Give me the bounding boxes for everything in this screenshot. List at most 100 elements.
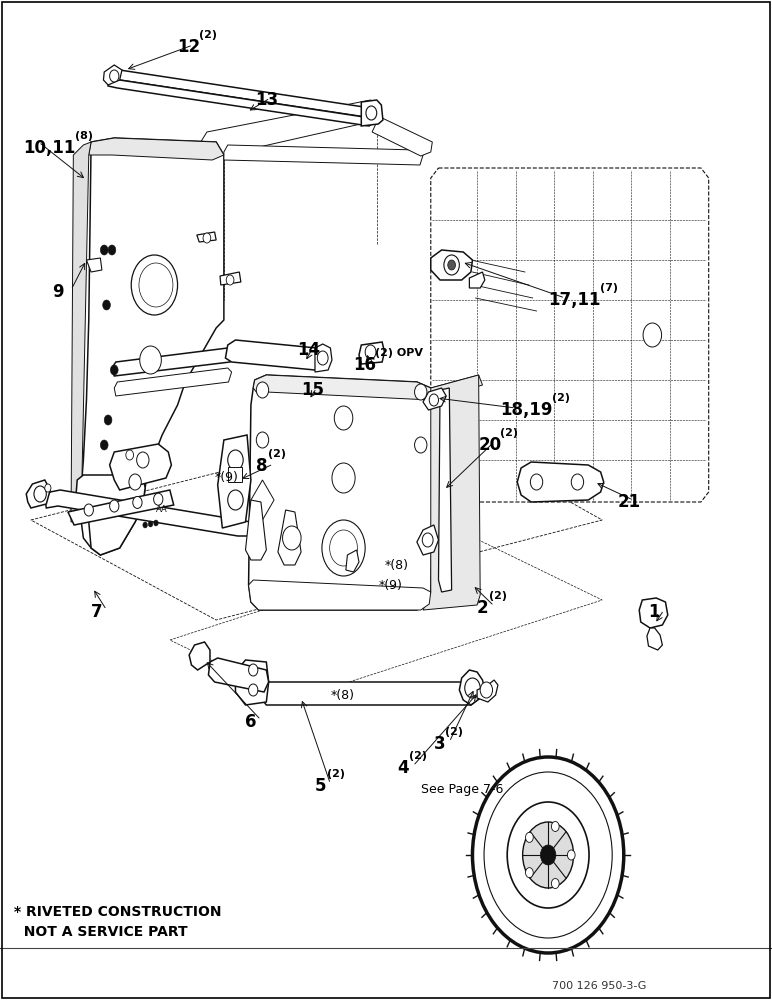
Polygon shape <box>249 375 434 610</box>
Circle shape <box>507 802 589 908</box>
Text: (2): (2) <box>552 393 570 403</box>
Circle shape <box>143 522 147 528</box>
Circle shape <box>131 255 178 315</box>
Circle shape <box>551 821 559 831</box>
Polygon shape <box>431 250 472 280</box>
Circle shape <box>129 474 141 490</box>
Circle shape <box>643 323 662 347</box>
Polygon shape <box>110 444 171 490</box>
Polygon shape <box>438 388 452 592</box>
Polygon shape <box>361 100 383 126</box>
Polygon shape <box>103 65 122 85</box>
Text: (7): (7) <box>600 283 618 293</box>
Text: 7: 7 <box>91 603 103 621</box>
Circle shape <box>523 822 574 888</box>
Text: (2): (2) <box>327 769 344 779</box>
Circle shape <box>540 845 556 865</box>
Text: 6: 6 <box>245 713 257 731</box>
Circle shape <box>526 832 533 842</box>
Circle shape <box>256 432 269 448</box>
Text: (2): (2) <box>445 727 463 737</box>
Circle shape <box>34 486 46 502</box>
Polygon shape <box>220 272 241 285</box>
Text: *(9): *(9) <box>378 578 402 591</box>
Circle shape <box>139 263 173 307</box>
Text: 14: 14 <box>297 341 320 359</box>
Text: 18,19: 18,19 <box>500 401 553 419</box>
Polygon shape <box>417 525 438 555</box>
Circle shape <box>110 500 119 512</box>
Text: 5: 5 <box>315 777 327 795</box>
Text: 13: 13 <box>255 91 278 109</box>
Text: 1: 1 <box>648 603 660 621</box>
Circle shape <box>366 106 377 120</box>
Circle shape <box>480 682 493 698</box>
Circle shape <box>249 664 258 676</box>
Text: 16: 16 <box>354 356 377 374</box>
Polygon shape <box>225 340 323 370</box>
Text: 9: 9 <box>52 283 64 301</box>
Text: 12: 12 <box>178 38 201 56</box>
Polygon shape <box>112 348 233 376</box>
Circle shape <box>104 415 112 425</box>
Text: 8: 8 <box>256 457 268 475</box>
Polygon shape <box>639 598 668 628</box>
Circle shape <box>465 678 480 698</box>
Polygon shape <box>189 642 210 670</box>
Circle shape <box>448 260 455 270</box>
Text: 20: 20 <box>479 436 502 454</box>
Circle shape <box>84 504 93 516</box>
Text: 4: 4 <box>398 759 409 777</box>
Circle shape <box>110 365 118 375</box>
Polygon shape <box>253 375 482 400</box>
Circle shape <box>444 255 459 275</box>
Circle shape <box>110 70 119 82</box>
Text: (2): (2) <box>500 428 518 438</box>
Circle shape <box>228 450 243 470</box>
Circle shape <box>103 300 110 310</box>
Circle shape <box>322 520 365 576</box>
Circle shape <box>365 345 376 359</box>
Bar <box>228 467 242 482</box>
Polygon shape <box>218 435 251 528</box>
Circle shape <box>140 346 161 374</box>
Polygon shape <box>110 70 377 118</box>
Text: *(8): *(8) <box>330 688 354 702</box>
Text: *(9): *(9) <box>215 472 239 485</box>
Polygon shape <box>201 100 378 155</box>
Circle shape <box>422 533 433 547</box>
Polygon shape <box>469 272 485 288</box>
Polygon shape <box>423 388 446 410</box>
Circle shape <box>567 850 575 860</box>
Polygon shape <box>423 375 480 610</box>
Polygon shape <box>89 138 224 160</box>
Polygon shape <box>114 368 232 396</box>
Polygon shape <box>372 118 432 156</box>
Text: * RIVETED CONSTRUCTION: * RIVETED CONSTRUCTION <box>14 905 222 919</box>
Text: 15: 15 <box>301 381 324 399</box>
Circle shape <box>228 490 243 510</box>
Text: (2): (2) <box>268 449 286 459</box>
Circle shape <box>100 245 108 255</box>
Polygon shape <box>68 490 174 525</box>
Polygon shape <box>346 550 359 572</box>
Text: See Page 7-6: See Page 7-6 <box>421 784 503 796</box>
Text: (2): (2) <box>409 751 427 761</box>
Polygon shape <box>197 232 216 242</box>
Text: 17,11: 17,11 <box>548 291 601 309</box>
Circle shape <box>530 474 543 490</box>
Circle shape <box>415 384 427 400</box>
Polygon shape <box>431 168 709 502</box>
Circle shape <box>330 530 357 566</box>
Circle shape <box>551 879 559 889</box>
Polygon shape <box>108 78 377 126</box>
Text: 10,11: 10,11 <box>23 139 76 157</box>
Polygon shape <box>71 142 91 522</box>
Text: (2): (2) <box>199 30 217 40</box>
Circle shape <box>429 394 438 406</box>
Polygon shape <box>249 580 431 610</box>
Circle shape <box>317 351 328 365</box>
Polygon shape <box>76 475 145 555</box>
Circle shape <box>100 440 108 450</box>
Polygon shape <box>315 344 332 372</box>
